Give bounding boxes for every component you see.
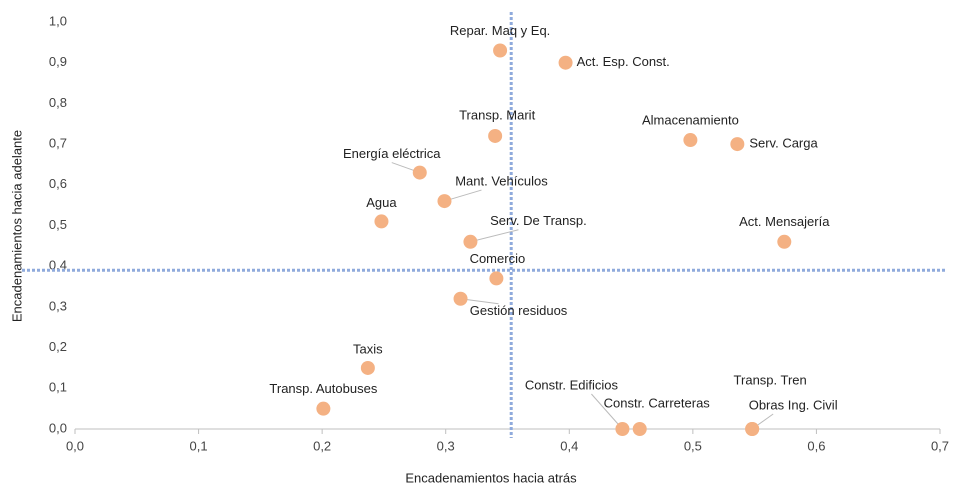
- point: [463, 234, 478, 249]
- x-tick-label: 0,1: [190, 438, 208, 453]
- point-label: Act. Mensajería: [739, 214, 830, 229]
- point-label: Taxis: [353, 341, 383, 356]
- y-tick-label: 0,2: [49, 339, 67, 354]
- y-tick-label: 0,0: [49, 420, 67, 435]
- y-tick-label: 0,5: [49, 217, 67, 232]
- x-tick-label: 0,3: [437, 438, 455, 453]
- y-tick-label: 0,7: [49, 136, 67, 151]
- point: [488, 128, 503, 143]
- point: [412, 165, 427, 180]
- y-tick-label: 0,9: [49, 54, 67, 69]
- point-label: Energía eléctrica: [343, 146, 441, 161]
- y-tick-label: 0,1: [49, 380, 67, 395]
- y-tick-label: 0,6: [49, 176, 67, 191]
- point-label: Mant. Vehículos: [455, 174, 548, 189]
- point-label: Act. Esp. Const.: [577, 54, 670, 69]
- leader-line: [591, 393, 623, 430]
- point-label: Serv. Carga: [749, 136, 818, 151]
- x-tick-label: 0,0: [66, 438, 84, 453]
- x-axis-title: Encadenamientos hacia atrás: [405, 470, 577, 485]
- y-tick-label: 0,3: [49, 298, 67, 313]
- x-tick-label: 0,4: [560, 438, 578, 453]
- point: [493, 43, 508, 58]
- y-tick-label: 0,8: [49, 95, 67, 110]
- point-label: Constr. Carreteras: [604, 395, 711, 410]
- point-label: Transp. Marit: [459, 107, 535, 122]
- point: [558, 55, 573, 70]
- point-label: Repar. Maq y Eq.: [450, 23, 550, 38]
- point: [777, 234, 792, 249]
- x-tick-label: 0,6: [807, 438, 825, 453]
- point: [615, 422, 630, 436]
- leader-line: [470, 229, 519, 243]
- point: [316, 401, 331, 416]
- x-tick-label: 0,2: [313, 438, 331, 453]
- point: [437, 194, 452, 209]
- point: [745, 422, 760, 436]
- x-tick-label: 0,7: [931, 438, 949, 453]
- point-label: Serv. De Transp.: [490, 213, 587, 228]
- point-label: Almacenamiento: [642, 112, 739, 127]
- point-label: Transp. Autobuses: [269, 381, 377, 396]
- y-tick-label: 1,0: [49, 13, 67, 28]
- point: [683, 133, 698, 148]
- point-label: Agua: [366, 195, 397, 210]
- point: [730, 137, 745, 152]
- point: [632, 422, 647, 436]
- point-label: Gestión residuos: [470, 303, 568, 318]
- point-label: Obras Ing. Civil: [749, 397, 838, 412]
- x-tick-label: 0,5: [684, 438, 702, 453]
- point-label: Transp. Tren: [734, 372, 807, 387]
- y-axis-title: Encadenamientos hacia adelante: [9, 130, 24, 322]
- point-label: Comercio: [470, 251, 526, 266]
- point: [374, 214, 389, 229]
- point: [360, 360, 375, 375]
- point: [489, 271, 504, 286]
- point: [453, 291, 468, 306]
- point-label: Constr. Edificios: [525, 377, 619, 392]
